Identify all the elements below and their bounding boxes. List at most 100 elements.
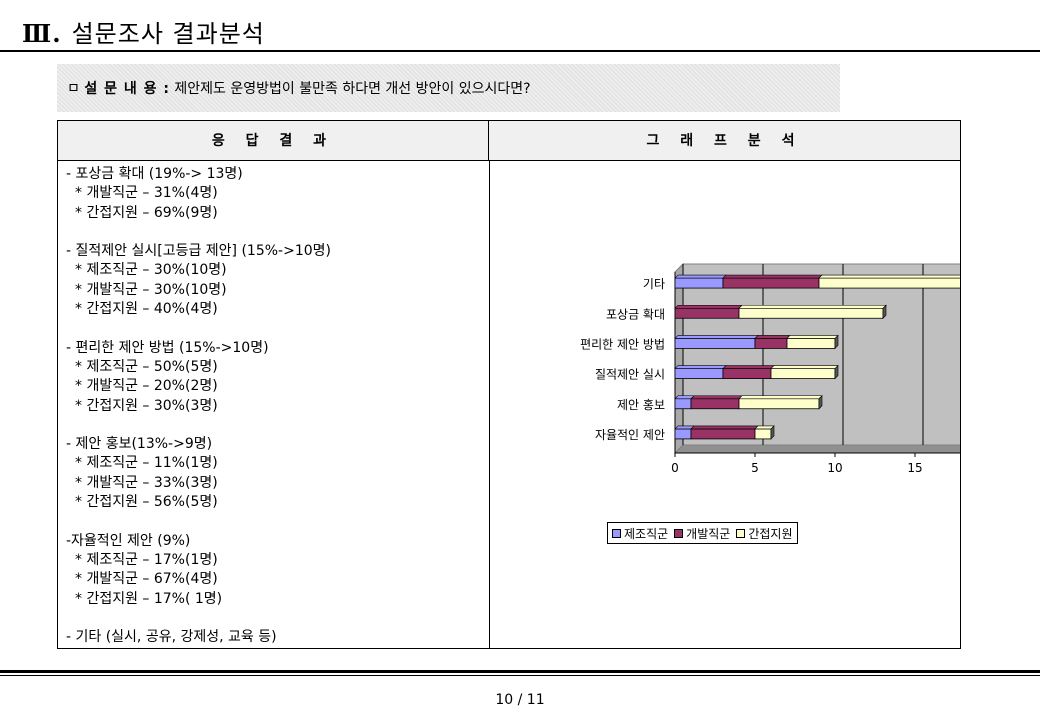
question-label: 설 문 내 용 : [84,81,170,97]
bar-segment [754,428,772,440]
bar-segment-top [722,365,775,369]
response-heading: - 포상금 확대 (19%-> 13명) [66,166,243,182]
response-item: * 개발직군 – 33%(3명) [75,474,218,491]
bar-segment [738,307,884,319]
chart-legend: 제조직군 개발직군 간접지원 [607,522,798,544]
x-tick-label: 10 [827,461,842,475]
bar-end-cap [882,304,887,319]
bar-end-cap [770,425,775,440]
bar-segment [674,307,740,319]
response-item: * 간접지원 – 40%(4명) [75,301,218,318]
bar-segment [690,398,740,410]
response-heading: -자율적인 제안 (9%) [66,532,191,549]
response-item: * 제조직군 – 50%(5명) [75,358,218,375]
chart-side-wall [674,262,684,455]
bar-segment-top [690,425,759,430]
category-label: 포상금 확대 [606,307,665,321]
bar-segment [818,277,980,289]
title-underline [0,50,1040,52]
legend-item: 제조직군 [612,525,668,542]
group-spacer [66,512,486,531]
x-tick-label: 5 [751,461,759,475]
bar-end-cap [834,364,839,380]
bar-segment [722,277,820,289]
response-heading: - 질적제안 실시[고등급 제안] (15%->10명) [66,243,331,260]
page-title: Ⅲ. 설문조사 결과분석 [22,14,265,49]
category-label: 질적제안 실시 [595,368,665,382]
response-header: 응 답 결 과 [58,121,489,161]
chart-floor [673,444,1005,454]
section-numeral: Ⅲ. [22,19,62,48]
response-item: * 간접지원 – 56%(5명) [75,494,218,511]
x-tick-label: 0 [671,461,679,475]
bar-end-cap [818,395,823,410]
category-label: 기타 [643,277,665,291]
bar-segment [674,338,756,349]
bar-segment [690,428,756,440]
bar-segment-top [786,335,839,339]
bar-segment [722,368,772,379]
bar-segment [738,398,820,410]
question-box: ㅁ 설 문 내 용 : 제안제도 운영방법이 불만족 하다면 개선 방안이 있으… [57,64,840,112]
chart-back-wall [682,263,1004,446]
bar-segment-top [674,335,759,339]
response-item: * 간접지원 – 30%(3명) [75,397,218,414]
response-item: * 간접지원 – 17%( 1명) [75,590,223,607]
column-divider [489,161,490,648]
legend-label: 개발직군 [686,526,731,541]
group-spacer [66,319,486,338]
section-title: 설문조사 결과분석 [71,20,265,48]
bar-segment [674,428,692,440]
response-item: * 제조직군 – 17%(1명) [75,551,218,568]
legend-label: 제조직군 [624,526,669,541]
response-item: * 제조직군 – 30%(10명) [75,262,227,279]
bar-segment-top [738,304,887,309]
bar-segment-top [754,335,791,339]
response-heading: - 제안 홍보(13%->9명) [66,436,213,453]
response-heading: - 기타 (실시, 공유, 강제성, 교육 등) [66,629,277,646]
bar-end-cap [834,334,839,350]
legend-item: 개발직군 [674,525,730,542]
response-item: * 개발직군 – 20%(2명) [75,378,218,395]
response-item: * 개발직군 – 30%(10명) [75,281,227,298]
results-table: 응 답 결 과 그 래 프 분 석 - 포상금 확대 (19%-> 13명) * … [57,120,1005,649]
legend-swatch [612,528,621,538]
category-label: 편리한 제안 방법 [580,337,665,351]
question-bullet: ㅁ [67,81,80,97]
bar-segment-top [722,274,823,279]
legend-item: 간접지원 [736,525,793,542]
bar-segment [674,368,724,379]
response-item: * 제조직군 – 11%(1명) [75,455,218,472]
group-spacer [66,609,486,628]
bar-segment-top [690,395,743,400]
bar-segment [754,338,788,349]
x-tick-label: 15 [907,461,922,475]
bar-segment [786,338,836,349]
bar-segment [674,277,724,289]
page-number: 10 / 11 [495,692,545,708]
bar-segment-top [818,274,983,279]
bar-segment-top [674,304,743,309]
bar-segment-top [770,365,839,369]
bar-segment [674,398,692,410]
question-text: 제안제도 운영방법이 불만족 하다면 개선 방안이 있으시다면? [174,81,531,97]
group-spacer [66,223,486,242]
category-label: 자율적인 제안 [595,428,665,442]
footer-rule-thin [0,675,1040,676]
graph-header: 그 래 프 분 석 [489,121,960,161]
legend-label: 간접지원 [748,526,793,541]
response-item: * 개발직군 – 31%(4명) [75,185,218,202]
response-list: - 포상금 확대 (19%-> 13명) * 개발직군 – 31%(4명) * 간접… [66,165,486,647]
legend-swatch [736,528,746,538]
bar-segment [770,368,836,379]
bar-segment-top [674,365,727,369]
bar-segment-top [738,395,823,400]
footer-rule-thick [0,670,1040,673]
response-item: * 개발직군 – 67%(4명) [75,571,218,588]
bar-segment-top [674,274,727,279]
category-label: 제안 홍보 [617,398,665,412]
response-item: * 간접지원 – 69%(9명) [75,204,218,221]
legend-swatch [674,528,684,538]
